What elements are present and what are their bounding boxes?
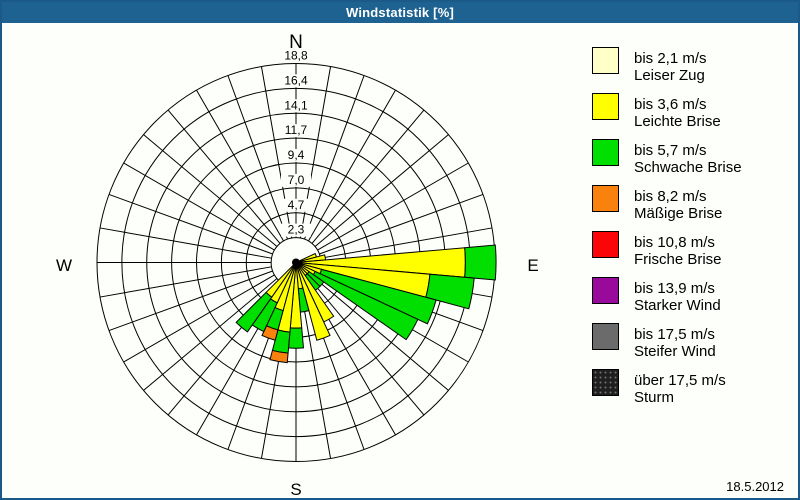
wind-sector-160-class-2 bbox=[295, 262, 331, 341]
legend-item-5: bis 10,8 m/s Frische Brise bbox=[592, 231, 798, 277]
grid-spoke-260 bbox=[99, 266, 272, 298]
grid-spoke-40 bbox=[311, 109, 425, 244]
wind-sector-100-class-3 bbox=[425, 273, 475, 310]
ring-label-bg-3 bbox=[281, 173, 311, 187]
legend-speed-name: Schwache Brise bbox=[634, 159, 742, 176]
grid-spoke-240 bbox=[123, 274, 275, 363]
ring-label-bg-5 bbox=[281, 124, 311, 138]
legend-label-8: über 17,5 m/s Sturm bbox=[634, 372, 726, 406]
legend-label-4: bis 8,2 m/s Mäßige Brise bbox=[634, 188, 722, 222]
legend-speed-range: über 17,5 m/s bbox=[634, 372, 726, 389]
legend-speed-range: bis 10,8 m/s bbox=[634, 234, 715, 251]
legend-speed-name: Steifer Wind bbox=[634, 343, 716, 360]
grid-spoke-310 bbox=[143, 134, 278, 247]
grid-spoke-170 bbox=[299, 286, 332, 459]
legend-speed-name: Leiser Zug bbox=[634, 67, 705, 84]
wind-sector-90-class-3 bbox=[464, 244, 497, 281]
ring-label-1: 2,3 bbox=[288, 223, 305, 237]
legend-speed-name: Leichte Brise bbox=[634, 113, 721, 130]
ring-label-6: 14,1 bbox=[284, 98, 308, 112]
legend-swatch-2 bbox=[592, 93, 619, 120]
grid-spoke-130 bbox=[314, 278, 449, 391]
grid-spoke-140 bbox=[311, 281, 425, 416]
legend-speed-name: Starker Wind bbox=[634, 297, 721, 314]
wind-sector-200-class-4 bbox=[261, 325, 279, 341]
ring-label-5: 11,7 bbox=[285, 123, 308, 137]
legend-item-2: bis 3,6 m/s Leichte Brise bbox=[592, 93, 798, 139]
grid-spoke-50 bbox=[314, 134, 449, 247]
date-label: 18.5.2012 bbox=[726, 479, 784, 494]
grid-spoke-330 bbox=[196, 89, 284, 242]
legend-label-7: bis 17,5 m/s Steifer Wind bbox=[634, 326, 716, 360]
legend-swatch-7 bbox=[592, 323, 619, 350]
legend-label-3: bis 5,7 m/s Schwache Brise bbox=[634, 142, 742, 176]
cardinal-west-label: W bbox=[55, 256, 73, 275]
legend-swatch-4 bbox=[592, 185, 619, 212]
ring-label-3: 7,0 bbox=[288, 173, 305, 187]
cardinal-south-label: S bbox=[290, 480, 302, 499]
center-dot bbox=[292, 258, 300, 267]
legend-speed-name: Mäßige Brise bbox=[634, 205, 723, 222]
grid-spoke-80 bbox=[320, 227, 493, 259]
legend-label-6: bis 13,9 m/s Starker Wind bbox=[634, 280, 721, 314]
ring-label-bg-7 bbox=[281, 74, 311, 88]
legend-swatch-6 bbox=[592, 277, 619, 304]
legend-swatch-5 bbox=[592, 231, 619, 258]
ring-label-4: 9,4 bbox=[288, 148, 305, 162]
ring-label-bg-8 bbox=[281, 49, 311, 63]
grid-spoke-250 bbox=[108, 270, 273, 332]
legend-item-8: über 17,5 m/s Sturm bbox=[592, 369, 798, 415]
grid-spoke-30 bbox=[308, 89, 396, 242]
ring-label-2: 4,7 bbox=[288, 198, 305, 212]
legend-label-1: bis 2,1 m/s Leiser Zug bbox=[634, 50, 707, 84]
legend-swatch-1 bbox=[592, 47, 619, 74]
grid-spoke-60 bbox=[317, 162, 469, 251]
grid-spoke-290 bbox=[108, 193, 273, 255]
legend-item-4: bis 8,2 m/s Mäßige Brise bbox=[592, 185, 798, 231]
legend-speed-range: bis 17,5 m/s bbox=[634, 326, 715, 343]
legend-speed-range: bis 3,6 m/s bbox=[634, 96, 707, 113]
grid-spoke-280 bbox=[99, 227, 272, 259]
legend-swatch-8 bbox=[592, 369, 619, 396]
wind-sector-190-class-4 bbox=[269, 349, 289, 364]
grid-spoke-230 bbox=[143, 278, 278, 391]
legend-label-5: bis 10,8 m/s Frische Brise bbox=[634, 234, 722, 268]
title-bar: Windstatistik [%] bbox=[2, 2, 798, 23]
grid-spoke-320 bbox=[167, 109, 281, 244]
legend-item-6: bis 13,9 m/s Starker Wind bbox=[592, 277, 798, 323]
wind-sector-180-class-3 bbox=[287, 327, 305, 349]
wind-sector-220-class-3 bbox=[235, 291, 273, 333]
legend-speed-range: bis 2,1 m/s bbox=[634, 50, 707, 67]
ring-label-8: 18,8 bbox=[284, 49, 308, 63]
legend-item-3: bis 5,7 m/s Schwache Brise bbox=[592, 139, 798, 185]
legend-speed-name: Sturm bbox=[634, 389, 675, 406]
legend-item-7: bis 17,5 m/s Steifer Wind bbox=[592, 323, 798, 369]
ring-label-bg-4 bbox=[281, 149, 311, 162]
legend-swatch-3 bbox=[592, 139, 619, 166]
ring-label-bg-6 bbox=[281, 99, 311, 113]
ring-label-7: 16,4 bbox=[284, 73, 308, 87]
legend-label-2: bis 3,6 m/s Leichte Brise bbox=[634, 96, 721, 130]
grid-spoke-300 bbox=[123, 162, 275, 251]
legend-speed-name: Frische Brise bbox=[634, 251, 722, 268]
grid-spoke-70 bbox=[319, 193, 484, 255]
ring-label-bg-1 bbox=[281, 223, 311, 237]
grid-spoke-340 bbox=[227, 75, 288, 240]
grid-spoke-20 bbox=[304, 75, 365, 240]
wind-sector-120-class-3 bbox=[312, 270, 419, 341]
wind-sector-110-class-3 bbox=[319, 268, 437, 325]
legend-speed-range: bis 13,9 m/s bbox=[634, 280, 715, 297]
legend-speed-range: bis 5,7 m/s bbox=[634, 142, 707, 159]
window-title: Windstatistik [%] bbox=[345, 5, 454, 20]
cardinal-north-label: N bbox=[289, 32, 303, 53]
cardinal-east-label: E bbox=[527, 256, 539, 275]
legend-speed-range: bis 8,2 m/s bbox=[634, 188, 707, 205]
legend-item-1: bis 2,1 m/s Leiser Zug bbox=[592, 47, 798, 93]
ring-label-bg-2 bbox=[281, 198, 311, 212]
